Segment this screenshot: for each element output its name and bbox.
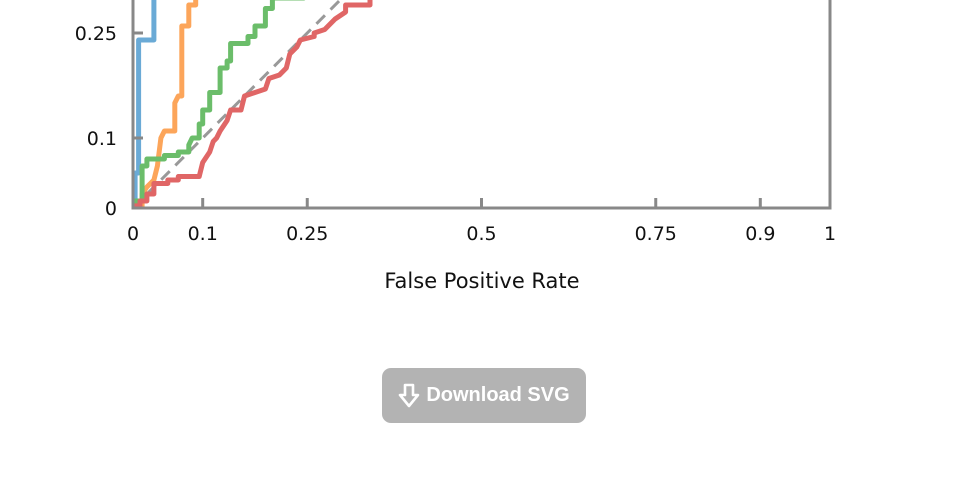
x-tick-label: 0.75 [635,223,677,245]
x-tick-label: 0.9 [745,223,775,245]
x-axis-ticks: 0 0.1 0.25 0.5 0.75 0.9 1 [127,198,836,245]
x-tick-label: 0.5 [466,223,496,245]
reference-diagonal-line [133,0,343,209]
series-line-2 [133,0,199,209]
plot-area [133,0,373,209]
x-tick-label: 0.1 [188,223,218,245]
download-svg-label: Download SVG [426,384,570,406]
y-axis-ticks: 0 0.1 0.25 [75,23,143,220]
y-tick-label: 0.25 [75,23,117,45]
download-arrow-icon [398,383,420,409]
y-tick-label: 0.1 [87,128,117,150]
x-axis-title: False Positive Rate [384,269,579,293]
download-svg-button[interactable]: Download SVG [382,368,586,423]
x-tick-label: 0.25 [286,223,328,245]
x-tick-label: 1 [824,223,836,245]
x-tick-label: 0 [127,223,139,245]
series-line-3 [133,0,306,204]
series-line-4 [133,0,373,209]
roc-chart: 0 0.1 0.25 0.5 0.75 0.9 1 0 0.1 0.25 False Posit… [75,0,836,293]
y-tick-label: 0 [105,198,117,220]
